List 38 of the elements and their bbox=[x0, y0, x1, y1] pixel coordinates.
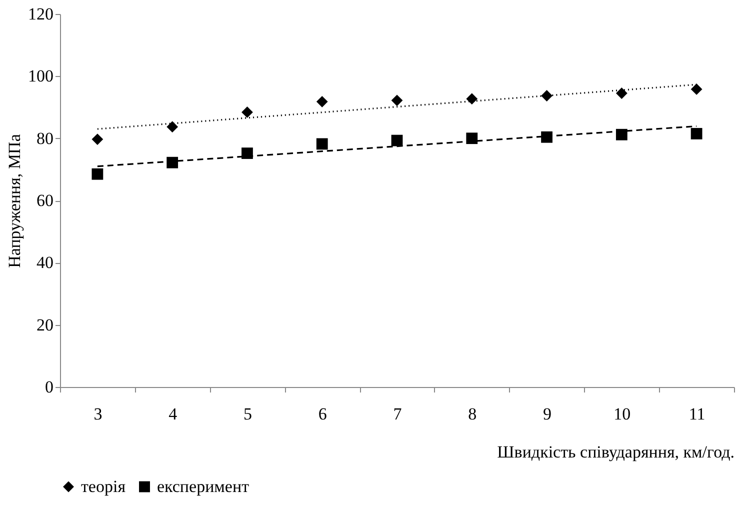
x-tick-label: 6 bbox=[318, 404, 327, 424]
x-tick-label: 11 bbox=[688, 404, 706, 424]
y-tick-label: 60 bbox=[36, 191, 54, 210]
x-tick-label: 9 bbox=[543, 404, 552, 424]
point bbox=[316, 138, 328, 150]
y-tick-label: 20 bbox=[36, 315, 54, 334]
point bbox=[466, 132, 478, 144]
point bbox=[616, 88, 628, 99]
y-tick-label: 80 bbox=[36, 128, 54, 148]
x-axis-title: Швидкість співударяння, км/год. bbox=[497, 442, 734, 462]
point bbox=[616, 128, 628, 140]
x-tick-label: 4 bbox=[168, 404, 178, 424]
y-tick-label: 0 bbox=[45, 378, 54, 396]
point bbox=[466, 93, 478, 105]
point bbox=[391, 134, 403, 146]
y-tick-label: 100 bbox=[28, 66, 54, 86]
y-tick-label: 120 bbox=[28, 4, 54, 24]
x-tick-label: 10 bbox=[614, 404, 631, 424]
legend-label: експеримент bbox=[157, 476, 250, 496]
point bbox=[92, 168, 104, 180]
point bbox=[166, 121, 178, 133]
x-tick-label: 5 bbox=[243, 404, 252, 424]
point bbox=[690, 128, 702, 140]
point bbox=[690, 84, 702, 95]
point bbox=[316, 96, 328, 108]
x-tick-label: 8 bbox=[468, 404, 477, 424]
y-axis-title: Напруження, МПа bbox=[5, 134, 24, 268]
point bbox=[92, 134, 104, 145]
point bbox=[242, 106, 253, 118]
point bbox=[541, 90, 552, 102]
x-tick-label: 7 bbox=[393, 404, 402, 424]
point bbox=[541, 131, 552, 143]
point bbox=[391, 94, 403, 106]
legend-label: теорія bbox=[81, 476, 126, 496]
point bbox=[166, 156, 178, 168]
x-tick-label: 3 bbox=[94, 404, 102, 424]
point bbox=[242, 148, 253, 159]
y-tick-label: 40 bbox=[36, 253, 54, 272]
